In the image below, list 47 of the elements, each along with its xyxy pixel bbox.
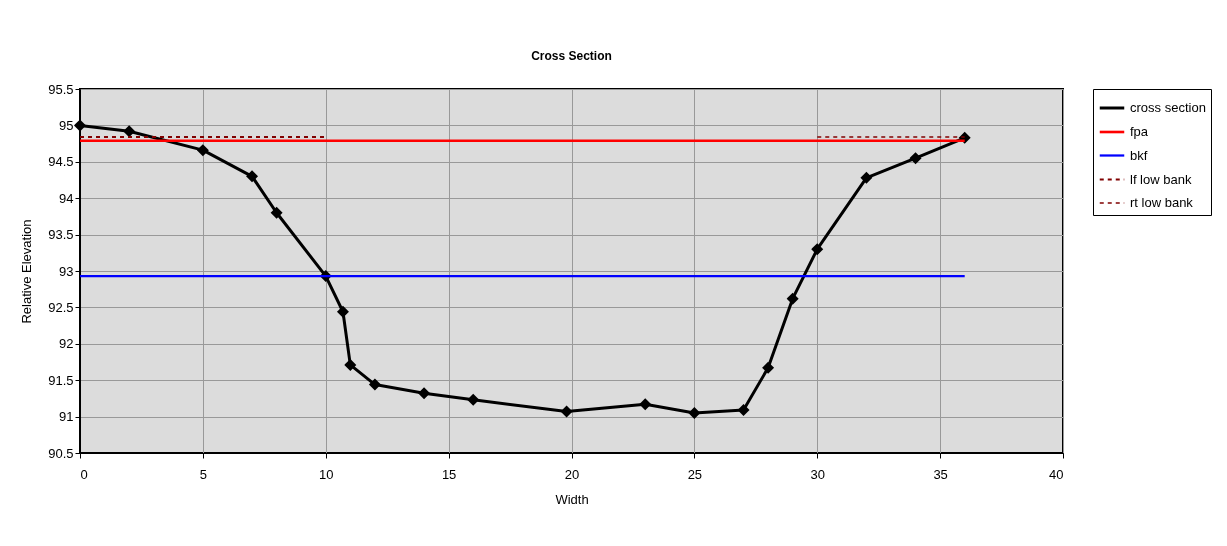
legend-label: cross section <box>1130 100 1206 115</box>
y-tick-label: 90.5 <box>48 445 74 461</box>
x-tick-label: 35 <box>933 466 948 482</box>
x-tick-label: 5 <box>199 466 207 482</box>
point <box>337 306 349 318</box>
point <box>197 144 209 156</box>
legend-label: bkf <box>1130 147 1148 163</box>
point <box>861 172 872 184</box>
y-tick-label: 92 <box>59 336 74 352</box>
legend-label: lf low bank <box>1130 171 1192 187</box>
y-tick-label: 95 <box>59 117 74 133</box>
point <box>467 394 479 406</box>
y-tick-label: 94.5 <box>48 154 74 170</box>
point <box>271 207 282 219</box>
y-tick-label: 92.5 <box>48 299 74 315</box>
y-tick-label: 93.5 <box>48 227 74 243</box>
point <box>639 398 651 410</box>
point <box>74 120 86 131</box>
point <box>787 293 799 305</box>
point <box>246 170 258 182</box>
y-tick-label: 91 <box>59 409 74 425</box>
point <box>738 404 749 416</box>
legend-label: fpa <box>1130 124 1149 139</box>
point <box>561 406 572 417</box>
x-tick-label: 15 <box>441 466 457 482</box>
point <box>910 152 921 164</box>
y-tick-label: 93 <box>59 263 74 279</box>
y-tick-label: 91.5 <box>48 372 74 388</box>
point <box>418 387 430 399</box>
point <box>123 125 135 137</box>
x-tick-label: 0 <box>80 466 88 482</box>
legend-label: rt low bank <box>1130 195 1194 210</box>
x-tick-label: 40 <box>1049 466 1064 482</box>
point <box>369 379 381 390</box>
point <box>762 362 774 374</box>
x-axis-title: Width <box>555 491 589 507</box>
y-tick-label: 94 <box>59 190 74 206</box>
y-tick-label: 95.5 <box>48 81 74 97</box>
y-axis-title: Relative Elevation <box>19 219 35 324</box>
x-tick-label: 10 <box>319 466 334 482</box>
x-tick-label: 25 <box>687 466 703 482</box>
point <box>344 359 356 371</box>
point <box>689 407 700 419</box>
chart-title: Cross Section <box>531 49 612 63</box>
x-tick-label: 20 <box>564 466 580 482</box>
point <box>811 243 823 255</box>
x-tick-label: 30 <box>810 466 825 482</box>
